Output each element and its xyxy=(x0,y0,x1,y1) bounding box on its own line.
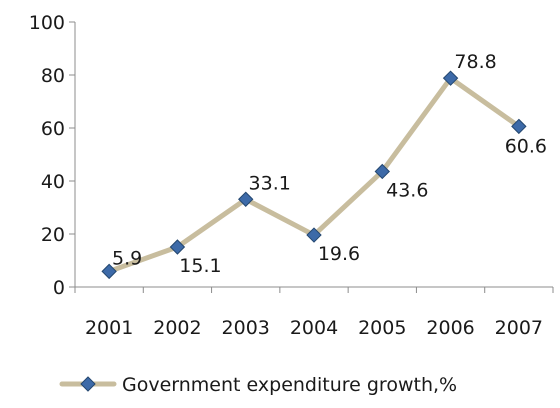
x-tick-label: 2005 xyxy=(358,317,406,339)
y-tick-label: 20 xyxy=(41,224,65,246)
data-label: 78.8 xyxy=(454,51,496,73)
y-tick-label: 80 xyxy=(41,65,65,87)
series-group xyxy=(101,70,527,280)
data-point-marker xyxy=(442,70,459,86)
data-label: 33.1 xyxy=(249,172,291,194)
y-tick-label: 100 xyxy=(29,12,65,34)
data-point-marker xyxy=(238,191,254,207)
x-tick-label: 2006 xyxy=(426,317,474,339)
data-point-marker xyxy=(511,118,527,135)
legend-label: Government expenditure growth,% xyxy=(122,374,457,396)
y-axis-ticks: 0 20 40 60 80 100 xyxy=(29,12,75,299)
data-label: 19.6 xyxy=(318,243,360,265)
data-point-marker xyxy=(306,227,322,243)
legend: Government expenditure growth,% xyxy=(59,374,457,396)
x-axis-ticks: 2001 2002 2003 2004 2005 2006 2007 xyxy=(74,287,554,339)
data-labels: 5.9 15.1 33.1 19.6 43.6 78.8 60.6 xyxy=(112,51,547,277)
x-tick-label: 2003 xyxy=(222,317,270,339)
legend-swatch-marker xyxy=(80,376,96,392)
data-label: 5.9 xyxy=(112,247,142,269)
x-tick-label: 2002 xyxy=(153,317,201,339)
axes xyxy=(74,22,553,288)
x-tick-label: 2004 xyxy=(290,317,338,339)
y-tick-label: 0 xyxy=(53,277,65,299)
y-tick-label: 60 xyxy=(41,118,65,140)
data-label: 43.6 xyxy=(386,179,428,201)
data-point-marker xyxy=(169,239,186,255)
y-tick-label: 40 xyxy=(41,171,65,193)
x-tick-label: 2007 xyxy=(495,317,543,339)
data-label: 60.6 xyxy=(505,135,547,157)
data-point-marker xyxy=(374,163,390,180)
x-tick-label: 2001 xyxy=(85,317,133,339)
data-label: 15.1 xyxy=(179,255,221,277)
data-point-marker xyxy=(101,263,117,280)
